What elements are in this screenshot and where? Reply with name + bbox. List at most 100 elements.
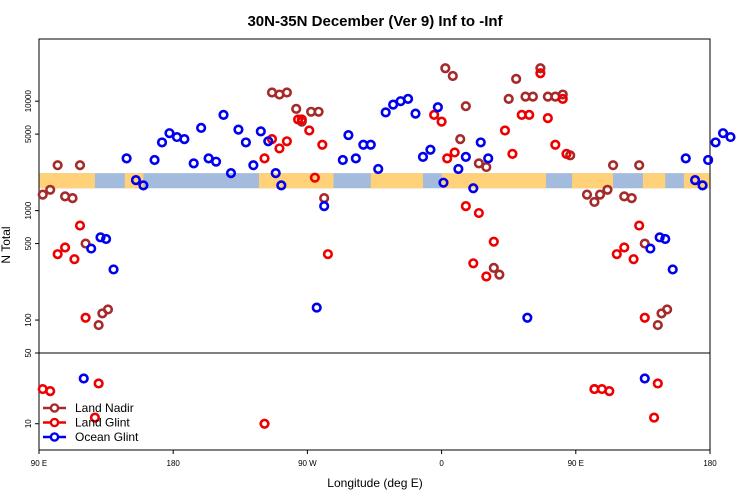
ocean-glint-point — [130, 175, 142, 186]
land-glint-point — [281, 136, 292, 147]
axis-ticks: 90 E 180 90 W 0 90 E 180 100 500 1000 5000 10000 10… — [24, 90, 717, 468]
ocean-glint-point — [156, 137, 168, 148]
land-glint-point — [542, 113, 553, 124]
x-axis-label: Longitude (deg E) — [327, 476, 422, 490]
land-glint-point — [561, 148, 572, 159]
land-nadir-point — [527, 91, 539, 102]
lower-panel-frame — [38, 352, 711, 451]
ocean-glint-point — [188, 158, 199, 169]
x-tick-label: 180 — [167, 459, 181, 468]
ocean-glint-point — [667, 264, 678, 275]
land-glint-point — [652, 378, 663, 389]
ocean-glint-point — [703, 154, 714, 166]
land-glint-point — [628, 254, 639, 265]
ocean-glint-point — [179, 134, 190, 145]
ocean-glint-point — [654, 232, 665, 243]
land-nadir-point — [626, 193, 637, 204]
land-nadir-point — [440, 63, 451, 74]
ocean-glint-point — [78, 373, 89, 384]
ocean-glint-point — [311, 302, 322, 313]
ocean-glint-point — [475, 137, 486, 148]
land-nadir-point — [557, 89, 568, 100]
land-nadir-point — [45, 184, 56, 195]
land-nadir-point — [102, 304, 114, 315]
ocean-glint-point — [725, 131, 736, 143]
ocean-glint-point — [417, 151, 429, 162]
ocean-glint-point — [233, 124, 244, 135]
ocean-glint-point — [138, 180, 149, 191]
ocean-glint-point — [86, 243, 97, 254]
land-nadir-point — [473, 158, 484, 169]
data-points — [37, 63, 736, 429]
legend-marker — [49, 432, 60, 442]
legend-label: Land Nadir — [75, 401, 134, 415]
ocean-glint-point — [100, 233, 112, 245]
land-glint-point — [429, 109, 440, 120]
land-glint-point — [259, 153, 270, 164]
land-glint-point — [322, 249, 334, 260]
ocean-glint-point — [263, 136, 274, 147]
land-ocean-band — [39, 173, 710, 189]
ocean-glint-point — [710, 137, 721, 148]
land-nadir-point — [607, 160, 619, 171]
land-nadir-point — [319, 193, 330, 204]
land-glint-point — [296, 114, 307, 125]
ocean-glint-point — [255, 126, 266, 137]
land-nadir-point — [535, 63, 546, 74]
ocean-glint-point — [410, 108, 421, 119]
ocean-glint-point — [697, 180, 708, 191]
land-nadir-point — [80, 238, 91, 249]
land-glint-point — [59, 242, 71, 253]
ocean-glint-point — [276, 180, 287, 191]
land-band-segment — [572, 173, 614, 189]
land-glint-point — [45, 386, 56, 397]
land-nadir-point — [581, 189, 593, 200]
land-glint-point — [611, 249, 622, 260]
x-tick-label: 90 E — [568, 459, 584, 468]
land-glint-point — [89, 412, 101, 423]
land-glint-point — [274, 143, 285, 154]
ocean-glint-point — [108, 264, 119, 275]
land-band-segment — [258, 173, 334, 189]
ocean-glint-point — [270, 168, 281, 179]
ocean-glint-point — [468, 183, 479, 194]
land-glint-point — [481, 271, 492, 282]
land-glint-point — [442, 153, 453, 164]
y-tick-label: 1000 — [24, 201, 33, 219]
ocean-glint-point — [365, 139, 376, 150]
land-glint-point — [507, 148, 518, 159]
ocean-glint-point — [210, 156, 222, 167]
land-nadir-point — [662, 304, 673, 315]
ocean-glint-point — [680, 153, 691, 164]
land-glint-point — [473, 207, 484, 219]
land-nadir-point — [594, 189, 606, 200]
land-nadir-point — [460, 101, 471, 112]
legend-marker — [49, 417, 60, 428]
land-glint-point — [535, 68, 546, 79]
land-band-segment — [370, 173, 423, 189]
land-glint-point — [304, 125, 315, 136]
land-nadir-point — [281, 87, 292, 98]
y-tick-label: 100 — [24, 313, 33, 327]
legend-label: Ocean Glint — [75, 430, 139, 444]
ocean-glint-point — [149, 154, 160, 166]
land-glint-point — [639, 312, 650, 323]
land-glint-point — [499, 125, 511, 136]
land-glint-point — [449, 147, 460, 158]
land-glint-point — [292, 114, 304, 125]
ocean-glint-point — [645, 243, 656, 254]
land-nadir-point — [455, 134, 466, 145]
land-nadir-point — [602, 184, 613, 195]
land-nadir-point — [52, 160, 63, 171]
land-nadir-point — [589, 196, 600, 208]
land-nadir-point — [481, 161, 492, 173]
land-glint-point — [436, 116, 447, 127]
ocean-glint-point — [240, 137, 251, 148]
land-nadir-point — [37, 189, 48, 200]
ocean-glint-point — [689, 175, 701, 186]
ocean-glint-point — [380, 107, 391, 118]
land-glint-point — [619, 242, 630, 253]
ocean-glint-point — [248, 160, 259, 171]
y-axis-label: N Total — [0, 226, 13, 263]
